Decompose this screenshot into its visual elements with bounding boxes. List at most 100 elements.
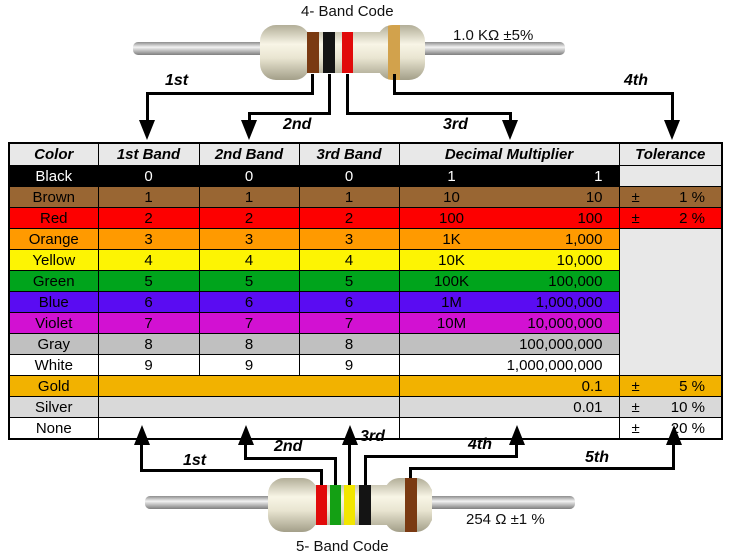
multiplier-cell: 10K 10,000 — [398, 249, 620, 271]
five-band-title: 5- Band Code — [296, 538, 389, 555]
tolerance-cell: ± 1 % — [618, 186, 723, 208]
color-name: Brown — [8, 186, 99, 208]
header-2nd-band: 2nd Band — [198, 142, 300, 166]
band3-value: 1 — [298, 186, 400, 208]
multiplier-cell: 100K 100,000 — [398, 270, 620, 292]
table-row-green: Green 5 5 5 100K 100,000 — [8, 270, 722, 292]
tolerance-cell: ± 10 % — [618, 396, 723, 418]
band2-value: 8 — [198, 333, 300, 355]
red-band — [342, 25, 353, 80]
header-3rd-band: 3rd Band — [298, 142, 400, 166]
table-row-brown: Brown 1 1 1 10 10 ± 1 % — [8, 186, 723, 208]
tolerance-cell-empty — [618, 165, 723, 187]
band2-value: 0 — [198, 165, 300, 187]
table-row-white: White 9 9 9 1,000,000,000 — [8, 354, 722, 376]
multiplier-cell: 10 10 — [398, 186, 620, 208]
table-row-black: Black 0 0 0 1 1 — [8, 165, 723, 187]
bands-merged-empty — [97, 396, 400, 418]
header-color: Color — [8, 142, 99, 166]
band3-value: 4 — [298, 249, 400, 271]
four-band-value-label: 1.0 KΩ ±5% — [453, 27, 534, 44]
table-header-row: Color 1st Band 2nd Band 3rd Band Decimal… — [8, 142, 723, 166]
multiplier-cell: 1 1 — [398, 165, 620, 187]
tolerance-merged-empty — [618, 228, 723, 376]
band2-value: 9 — [198, 354, 300, 376]
band1-value: 3 — [97, 228, 200, 250]
band3-value: 3 — [298, 228, 400, 250]
band2-value: 2 — [198, 207, 300, 229]
band1-value: 0 — [97, 165, 200, 187]
multiplier-cell: 0.1 — [398, 375, 620, 397]
color-name: White — [8, 354, 99, 376]
table-row-gray: Gray 8 8 8 100,000,000 — [8, 333, 722, 355]
five-band-value-label: 254 Ω ±1 % — [466, 511, 545, 528]
band2-value: 4 — [198, 249, 300, 271]
band2-value: 1 — [198, 186, 300, 208]
black-band — [323, 25, 335, 80]
brown-band — [307, 25, 319, 80]
table-row-red: Red 2 2 2 100 100 ± 2 % — [8, 207, 723, 229]
arrow-label-1st: 1st — [165, 72, 189, 89]
band2-value: 7 — [198, 312, 300, 334]
five-band-resistor-image — [145, 478, 575, 532]
red-band — [316, 478, 327, 532]
band1-value: 8 — [97, 333, 200, 355]
header-decimal-multiplier: Decimal Multiplier — [398, 142, 620, 166]
color-name: Yellow — [8, 249, 99, 271]
bands-merged-empty — [97, 375, 400, 397]
arrow-label-1st: 1st — [183, 452, 207, 469]
four-band-resistor-image — [133, 25, 565, 80]
arrow-label-2nd: 2nd — [274, 438, 303, 455]
yellow-band — [344, 478, 355, 532]
band3-value: 7 — [298, 312, 400, 334]
color-name: Gold — [8, 375, 99, 397]
table-row-violet: Violet 7 7 7 10M 10,000,000 — [8, 312, 722, 334]
band1-value: 9 — [97, 354, 200, 376]
color-name: Orange — [8, 228, 99, 250]
arrow-label-4th: 4th — [624, 72, 648, 89]
color-name: None — [8, 417, 99, 440]
multiplier-cell: 100,000,000 — [398, 333, 620, 355]
green-band — [330, 478, 341, 532]
brown-band — [405, 478, 417, 532]
tolerance-cell: ± 5 % — [618, 375, 723, 397]
multiplier-cell: 1K 1,000 — [398, 228, 620, 250]
color-name: Silver — [8, 396, 99, 418]
band1-value: 5 — [97, 270, 200, 292]
black-band — [359, 478, 371, 532]
band1-value: 6 — [97, 291, 200, 313]
table-row-yellow: Yellow 4 4 4 10K 10,000 — [8, 249, 722, 271]
band1-value: 1 — [97, 186, 200, 208]
four-band-title: 4- Band Code — [301, 3, 394, 20]
band3-value: 2 — [298, 207, 400, 229]
color-name: Gray — [8, 333, 99, 355]
multiplier-cell: 100 100 — [398, 207, 620, 229]
band3-value: 6 — [298, 291, 400, 313]
arrow-label-2nd: 2nd — [283, 116, 312, 133]
color-name: Blue — [8, 291, 99, 313]
band2-value: 6 — [198, 291, 300, 313]
table-row-orange: Orange 3 3 3 1K 1,000 — [8, 228, 723, 376]
band3-value: 9 — [298, 354, 400, 376]
header-tolerance: Tolerance — [618, 142, 723, 166]
band2-value: 5 — [198, 270, 300, 292]
multiplier-cell: 0.01 — [398, 396, 620, 418]
table-row-gold: Gold 0.1 ± 5 % — [8, 375, 723, 397]
arrow-label-3rd: 3rd — [360, 428, 385, 445]
arrow-label-5th: 5th — [585, 449, 609, 466]
gold-band — [388, 25, 400, 80]
band3-value: 0 — [298, 165, 400, 187]
arrow-label-4th: 4th — [468, 436, 492, 453]
color-name: Red — [8, 207, 99, 229]
band1-value: 2 — [97, 207, 200, 229]
band2-value: 3 — [198, 228, 300, 250]
band3-value: 8 — [298, 333, 400, 355]
header-1st-band: 1st Band — [97, 142, 200, 166]
multiplier-cell: 1M 1,000,000 — [398, 291, 620, 313]
color-name: Green — [8, 270, 99, 292]
table-row-blue: Blue 6 6 6 1M 1,000,000 — [8, 291, 722, 313]
color-code-table: Color 1st Band 2nd Band 3rd Band Decimal… — [8, 142, 723, 440]
band3-value: 5 — [298, 270, 400, 292]
multiplier-cell: 10M 10,000,000 — [398, 312, 620, 334]
